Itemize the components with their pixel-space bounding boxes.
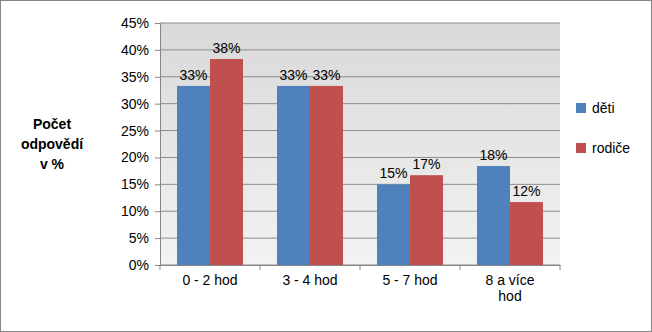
x-tick: 0 - 2 hod — [182, 265, 237, 288]
y-tick: 0% — [129, 257, 160, 273]
y-tick-mark — [155, 184, 160, 185]
bar — [177, 86, 210, 265]
y-tick-mark — [155, 157, 160, 158]
legend: děti rodiče — [576, 100, 630, 156]
x-tick-label: 5 - 7 hod — [382, 272, 437, 288]
y-tick-label: 0% — [129, 257, 149, 273]
y-tick-mark — [155, 77, 160, 78]
y-tick-mark — [155, 238, 160, 239]
y-tick-label: 40% — [121, 42, 149, 58]
x-tick-label: 8 a vícehod — [485, 272, 534, 304]
y-tick-label: 45% — [121, 15, 149, 31]
data-labels: 33% 33% 15% 18% 38% 33% 17% 12% — [179, 40, 540, 199]
category-separator — [460, 265, 461, 270]
category-separator — [260, 265, 261, 270]
bar — [210, 59, 243, 265]
bar — [277, 86, 310, 265]
y-tick-mark — [155, 23, 160, 24]
y-tick: 30% — [121, 96, 160, 112]
x-tick: 5 - 7 hod — [382, 265, 437, 288]
y-tick: 20% — [121, 149, 160, 165]
y-tick: 35% — [121, 69, 160, 85]
y-tick-label: 5% — [129, 230, 149, 246]
y-tick-mark — [155, 50, 160, 51]
y-axis-title: Početodpovědív % — [21, 116, 84, 172]
bar — [377, 184, 410, 265]
y-tick: 40% — [121, 42, 160, 58]
y-axis: 0% 5% 10% 15% 20% 25% 30% 35% 40% 45% — [121, 15, 161, 273]
x-tick-label: 3 - 4 hod — [282, 272, 337, 288]
y-tick-mark — [155, 104, 160, 105]
y-tick: 45% — [121, 15, 160, 31]
y-tick-label: 35% — [121, 69, 149, 85]
bars — [177, 59, 543, 265]
chart-frame — [1, 1, 652, 332]
y-tick-label: 30% — [121, 96, 149, 112]
y-tick: 10% — [121, 203, 160, 219]
data-label: 18% — [479, 147, 507, 163]
y-axis-line — [155, 24, 161, 266]
grid-line — [160, 23, 560, 24]
y-tick-label: 25% — [121, 123, 149, 139]
legend-swatch — [576, 143, 586, 153]
y-tick: 25% — [121, 123, 160, 139]
x-tick-label: 0 - 2 hod — [182, 272, 237, 288]
category-separator — [360, 265, 361, 270]
bar — [410, 175, 443, 265]
bar — [310, 86, 343, 265]
bar — [510, 202, 543, 265]
legend-label: rodiče — [592, 140, 630, 156]
data-label: 12% — [512, 183, 540, 199]
bar — [477, 166, 510, 265]
y-tick-label: 20% — [121, 149, 149, 165]
data-label: 33% — [279, 67, 307, 83]
y-tick-mark — [155, 211, 160, 212]
data-label: 33% — [312, 67, 340, 83]
data-label: 15% — [379, 165, 407, 181]
x-axis: 0 - 2 hod 3 - 4 hod 5 - 7 hod 8 a vícehod — [161, 265, 561, 304]
y-tick: 5% — [129, 230, 160, 246]
y-tick-label: 15% — [121, 176, 149, 192]
x-tick: 8 a vícehod — [485, 265, 534, 304]
data-label: 17% — [412, 156, 440, 172]
legend-item: rodiče — [576, 140, 630, 156]
y-tick: 15% — [121, 176, 160, 192]
category-separator — [560, 265, 561, 270]
plot-area — [160, 23, 560, 265]
legend-item: děti — [576, 100, 615, 116]
y-tick-mark — [155, 265, 160, 266]
y-tick-mark — [155, 131, 160, 132]
chart: 0% 5% 10% 15% 20% 25% 30% 35% 40% 45% 0 - 2 hod 3 -… — [0, 0, 652, 332]
x-tick: 3 - 4 hod — [282, 265, 337, 288]
data-label: 33% — [179, 67, 207, 83]
legend-label: děti — [592, 100, 615, 116]
category-separator — [160, 265, 161, 270]
y-tick-label: 10% — [121, 203, 149, 219]
legend-swatch — [576, 103, 586, 113]
data-label: 38% — [212, 40, 240, 56]
